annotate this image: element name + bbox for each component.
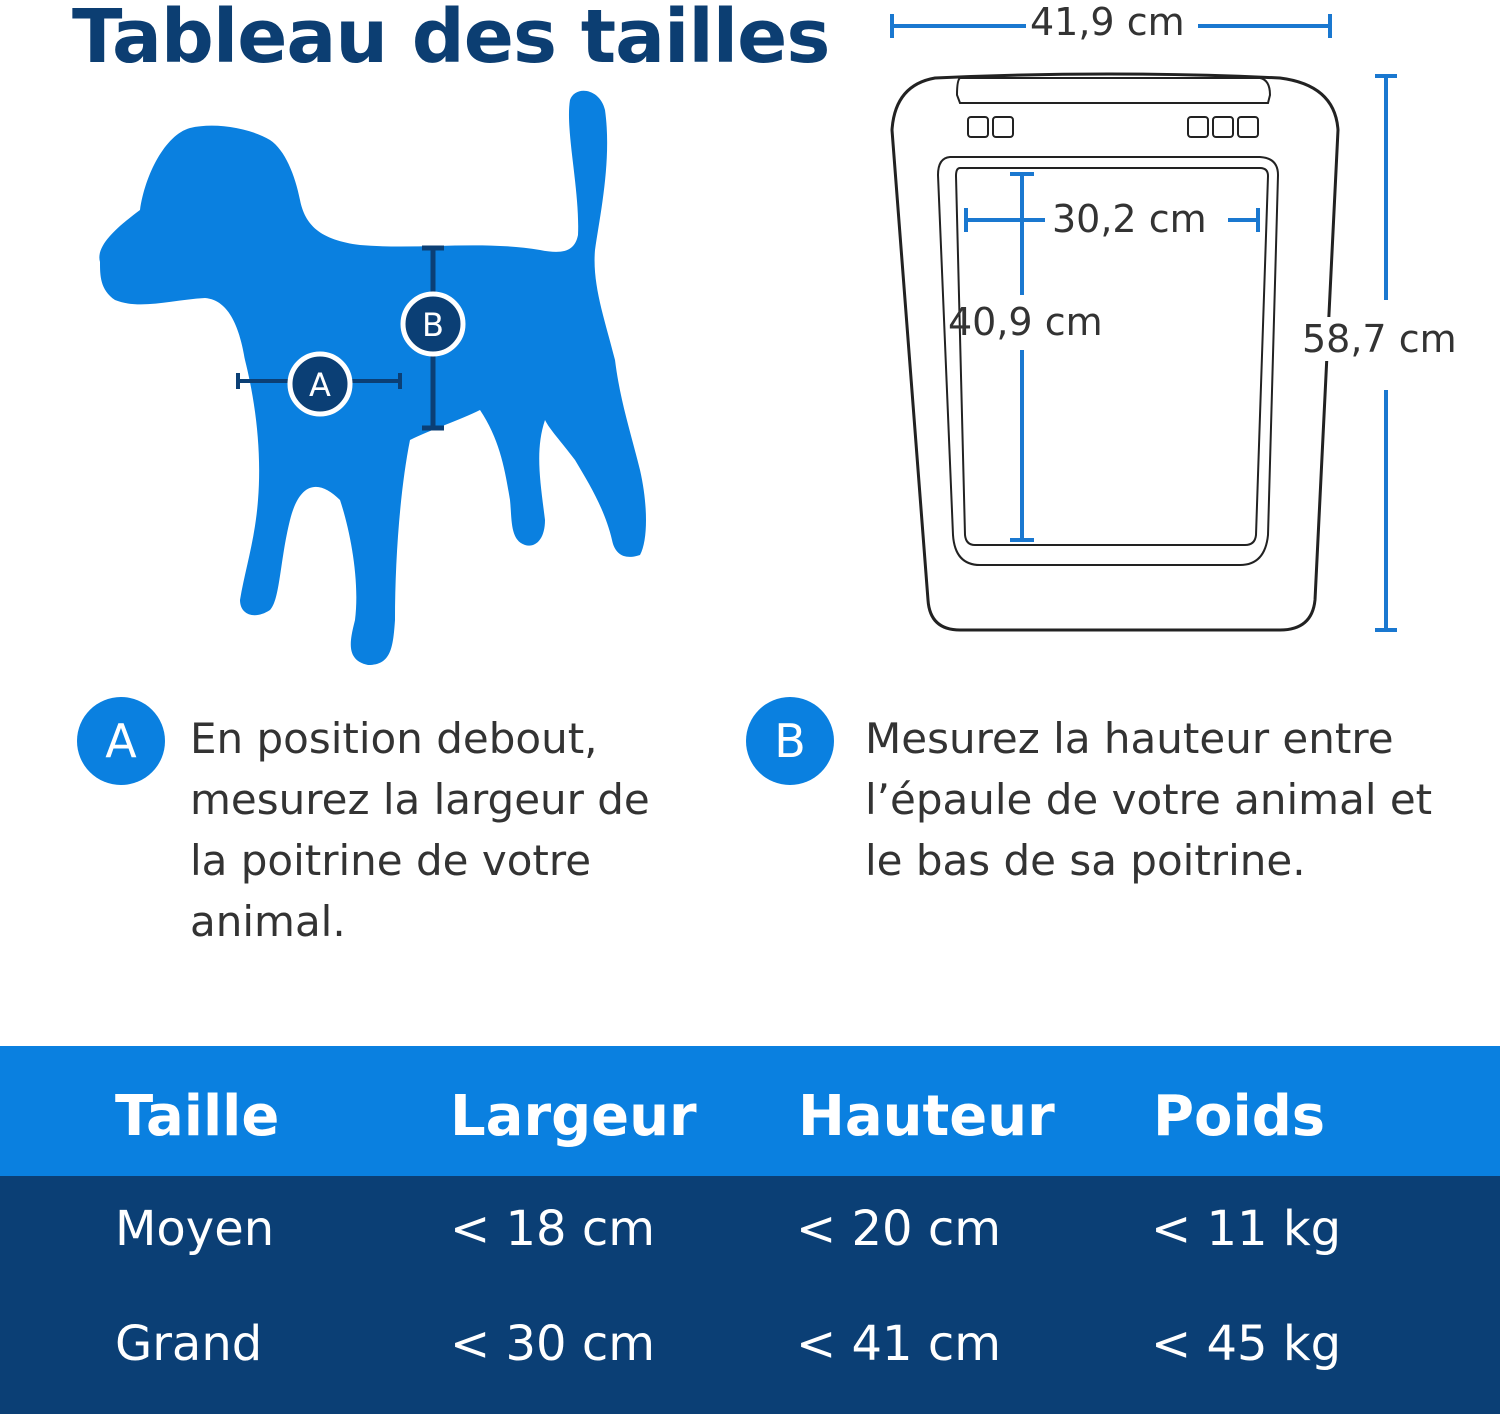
header-hauteur: Hauteur	[798, 1084, 1055, 1149]
cell: < 41 cm	[796, 1316, 1001, 1372]
door-frame-icon	[890, 72, 1340, 632]
instruction-a-line: la poitrine de votre	[190, 836, 592, 885]
page-title: Tableau des tailles	[72, 0, 830, 80]
cell: < 11 kg	[1151, 1201, 1342, 1257]
size-table: Taille Largeur Hauteur Poids Moyen < 18 …	[0, 1046, 1500, 1420]
instruction-a-line: mesurez la largeur de	[190, 775, 650, 824]
dog-icon	[99, 90, 647, 666]
instruction-a-line: En position debout,	[190, 714, 598, 763]
marker-b-label: B	[422, 306, 444, 344]
cell: Moyen	[115, 1201, 275, 1257]
instruction-a-line: animal.	[190, 897, 346, 946]
badge-a: A	[77, 697, 165, 785]
cell: < 45 kg	[1151, 1316, 1342, 1372]
marker-a-label: A	[309, 366, 331, 404]
cell: < 18 cm	[450, 1201, 655, 1257]
opening-height-label: 40,9 cm	[948, 300, 1103, 344]
instruction-b: Mesurez la hauteur entre l’épaule de vot…	[865, 708, 1432, 891]
opening-width-label: 30,2 cm	[1048, 197, 1211, 241]
cell: < 30 cm	[450, 1316, 655, 1372]
badge-b: B	[746, 697, 834, 785]
cell: Grand	[115, 1316, 263, 1372]
cell: < 20 cm	[796, 1201, 1001, 1257]
dog-silhouette-illustration: A B	[99, 90, 647, 666]
marker-a	[287, 351, 353, 417]
table-body: Moyen < 18 cm < 20 cm < 11 kg Grand < 30…	[0, 1176, 1500, 1420]
instruction-a: En position debout, mesurez la largeur d…	[190, 708, 650, 952]
header-largeur: Largeur	[450, 1084, 697, 1149]
table-header: Taille Largeur Hauteur Poids	[0, 1046, 1500, 1176]
header-poids: Poids	[1153, 1084, 1326, 1149]
instruction-b-line: le bas de sa poitrine.	[865, 836, 1306, 885]
header-taille: Taille	[115, 1084, 280, 1149]
instruction-b-line: Mesurez la hauteur entre	[865, 714, 1394, 763]
pet-door-illustration	[890, 14, 1397, 632]
marker-b	[400, 291, 466, 357]
outer-height-label: 58,7 cm	[1298, 317, 1461, 361]
outer-width-label: 41,9 cm	[1026, 0, 1189, 44]
instruction-b-line: l’épaule de votre animal et	[865, 775, 1433, 824]
